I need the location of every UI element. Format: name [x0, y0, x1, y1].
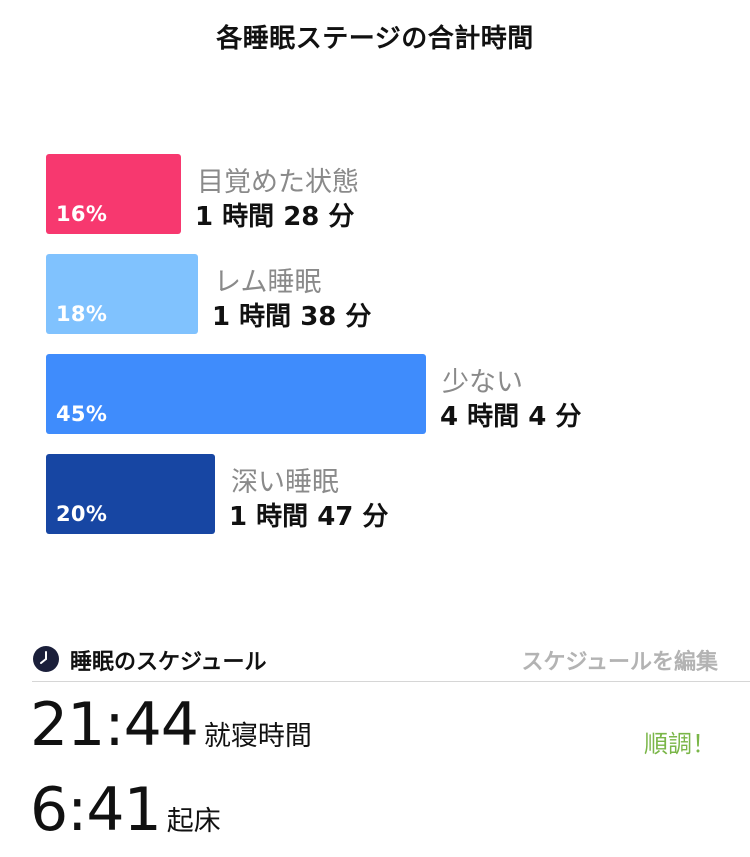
stage-percent: 20%	[56, 502, 108, 526]
bedtime-label: 就寝時間	[203, 721, 312, 752]
stage-label: 目覚めた状態	[197, 167, 359, 198]
stage-bar: 18%	[46, 254, 198, 334]
wake-row: 6:41 起床	[30, 775, 221, 845]
stage-percent: 18%	[56, 302, 108, 326]
stage-duration: 1 時間 28 分	[195, 202, 355, 232]
stage-bar: 20%	[46, 454, 215, 534]
bedtime-value: 21:44	[30, 690, 199, 760]
stage-duration: 4 時間 4 分	[440, 402, 582, 432]
sleep-stage-chart: 16% 目覚めた状態 1 時間 28 分 18% レム睡眠 1 時間 38 分 45% 少ない…	[0, 140, 750, 550]
stage-percent: 16%	[56, 202, 108, 226]
stage-duration: 1 時間 38 分	[212, 302, 372, 332]
stage-bar: 45%	[46, 354, 426, 434]
stage-label: 少ない	[442, 367, 523, 398]
stage-label: 深い睡眠	[231, 467, 339, 498]
stage-label: レム睡眠	[214, 267, 322, 298]
divider	[32, 681, 750, 682]
edit-schedule-button[interactable]: スケジュールを編集	[521, 650, 718, 675]
schedule-header: 睡眠のスケジュール スケジュールを編集	[0, 640, 750, 680]
wake-time-value: 6:41	[30, 775, 162, 845]
bedtime-row: 21:44 就寝時間	[30, 690, 312, 760]
page-title: 各睡眠ステージの合計時間	[216, 24, 534, 54]
status-badge: 順調！	[644, 730, 716, 758]
clock-icon	[33, 646, 59, 672]
stage-bar: 16%	[46, 154, 181, 234]
stage-duration: 1 時間 47 分	[229, 502, 389, 532]
stage-percent: 45%	[56, 402, 108, 426]
schedule-title: 睡眠のスケジュール	[70, 650, 267, 675]
wake-time-label: 起床	[166, 806, 221, 837]
